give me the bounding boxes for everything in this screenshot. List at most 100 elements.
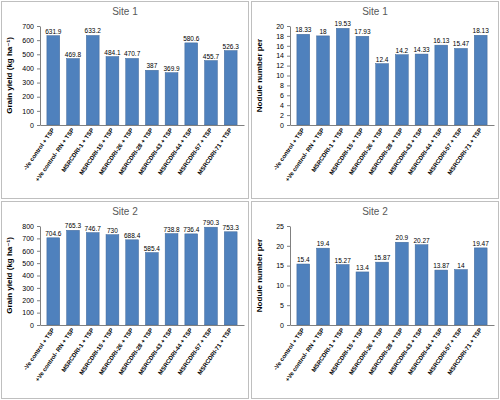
bar: [356, 36, 369, 125]
y-tick: 10: [276, 72, 290, 79]
panel-frame: [252, 2, 499, 199]
bar: [435, 45, 448, 125]
bar: [185, 43, 198, 125]
y-axis-line: [40, 27, 41, 126]
x-tick: MSRCDRI-43 + TSP: [387, 327, 424, 376]
y-tick-label: 6: [280, 92, 284, 99]
x-tick: MSRCDRI-57 + TSP: [427, 127, 464, 176]
bar: [126, 240, 139, 325]
bar: [47, 36, 60, 125]
y-axis-title: Nodule number per: [255, 39, 264, 112]
x-tick: MSRCDRI-71 + TSP: [446, 327, 483, 376]
y-tick-mark: [37, 97, 40, 98]
data-label: 18.33: [295, 26, 312, 33]
y-tick: 8: [280, 82, 290, 89]
bar: [224, 51, 237, 125]
bar: [106, 57, 119, 125]
data-label: 19.4: [317, 240, 330, 247]
x-tick: MSRCDRI-28 + TSP: [368, 327, 405, 376]
y-tick-mark: [37, 226, 40, 227]
bar: [67, 230, 80, 325]
y-tick-mark: [37, 238, 40, 239]
bar: [474, 248, 487, 325]
y-tick-mark: [287, 76, 290, 77]
chart-title: Site 1: [362, 6, 388, 17]
panel-frame: [252, 202, 499, 399]
bar: [395, 242, 408, 325]
bar: [67, 59, 80, 125]
y-tick-mark: [287, 246, 290, 247]
y-tick-label: 400: [22, 272, 34, 279]
y-axis-line: [290, 27, 291, 126]
x-axis-line: [291, 325, 495, 326]
data-label: 19.53: [335, 20, 352, 27]
y-tick-label: 0: [280, 122, 284, 129]
data-label: 730: [107, 227, 118, 234]
y-tick: 10: [276, 282, 290, 289]
x-tick: MSRCDRI-71 + TSP: [196, 327, 233, 376]
y-tick-mark: [37, 68, 40, 69]
data-label: 470.7: [124, 50, 141, 57]
x-tick: MSRCDRI-28 + TSP: [118, 127, 155, 176]
y-tick: 700: [22, 235, 40, 242]
y-tick-mark: [287, 95, 290, 96]
bar: [47, 238, 60, 325]
data-label: 18.13: [473, 27, 490, 34]
bar: [86, 35, 99, 125]
bar: [395, 55, 408, 125]
bar: [415, 54, 428, 125]
y-tick-mark: [37, 83, 40, 84]
y-tick-label: 14: [276, 52, 284, 59]
y-tick-mark: [287, 36, 290, 37]
x-axis: -Ve control + TSP+Ve control- RN + TSPMS…: [272, 326, 494, 383]
y-tick: 100: [22, 108, 40, 115]
x-tick-label: MSRCDRI-43 + TSP: [137, 127, 174, 176]
x-axis-line: [41, 325, 245, 326]
y-tick-mark: [37, 251, 40, 252]
y-axis: 0100200300400500600700800: [22, 223, 40, 329]
x-tick: MSRCDRI-28 + TSP: [368, 127, 405, 176]
y-tick-mark: [287, 115, 290, 116]
data-label: 14.33: [413, 46, 430, 53]
x-tick: MSRCDRI-71 + TSP: [196, 127, 233, 176]
y-axis: 0510152025: [276, 223, 290, 329]
x-tick-label: MSRCDRI-28 + TSP: [368, 327, 405, 376]
y-tick: 700: [22, 23, 40, 30]
x-tick: +Ve control- RN + TSP: [284, 327, 325, 382]
y-tick: 12: [276, 62, 290, 69]
data-label: 765.3: [65, 222, 82, 229]
y-tick-mark: [37, 111, 40, 112]
y-axis-title: Nodule number per: [255, 239, 264, 312]
y-tick: 300: [22, 79, 40, 86]
y-tick: 5: [280, 302, 290, 309]
x-tick: MSRCDRI-44 + TSP: [157, 327, 194, 376]
y-tick-mark: [287, 46, 290, 47]
y-tick: 0: [30, 322, 40, 329]
y-tick-mark: [37, 313, 40, 314]
y-tick-mark: [287, 226, 290, 227]
x-tick-label: MSRCDRI-71 + TSP: [446, 327, 483, 376]
bar: [145, 253, 158, 325]
panel-frame: [2, 2, 249, 199]
y-tick-label: 20: [276, 23, 284, 30]
data-label: 484.1: [104, 49, 121, 56]
x-axis-line: [41, 125, 245, 126]
panel: Site 1Grain yield (kg ha⁻¹)0100200300400…: [2, 2, 249, 199]
y-tick-mark: [287, 66, 290, 67]
y-tick: 20: [276, 243, 290, 250]
data-label: 16.13: [433, 37, 450, 44]
x-tick-label: MSRCDRI-44 + TSP: [407, 127, 444, 176]
chart-title: Site 1: [112, 6, 138, 17]
y-tick-mark: [287, 305, 290, 306]
y-axis-title: Grain yield (kg ha⁻¹): [5, 237, 14, 314]
y-tick-label: 12: [276, 62, 284, 69]
panel: Site 2Grain yield (kg ha⁻¹)0100200300400…: [2, 202, 249, 399]
x-tick-label: +Ve control- RN + TSP: [34, 327, 75, 382]
y-tick-mark: [287, 125, 290, 126]
x-axis: -Ve control + TSP+Ve control- RN + TSPMS…: [272, 126, 494, 183]
y-tick-label: 0: [30, 122, 34, 129]
y-tick-label: 300: [22, 79, 34, 86]
y-tick-label: 800: [22, 223, 34, 230]
x-tick: MSRCDRI-57 + TSP: [177, 327, 214, 376]
panel: Site 2Nodule number per0510152025-Ve con…: [252, 202, 499, 399]
